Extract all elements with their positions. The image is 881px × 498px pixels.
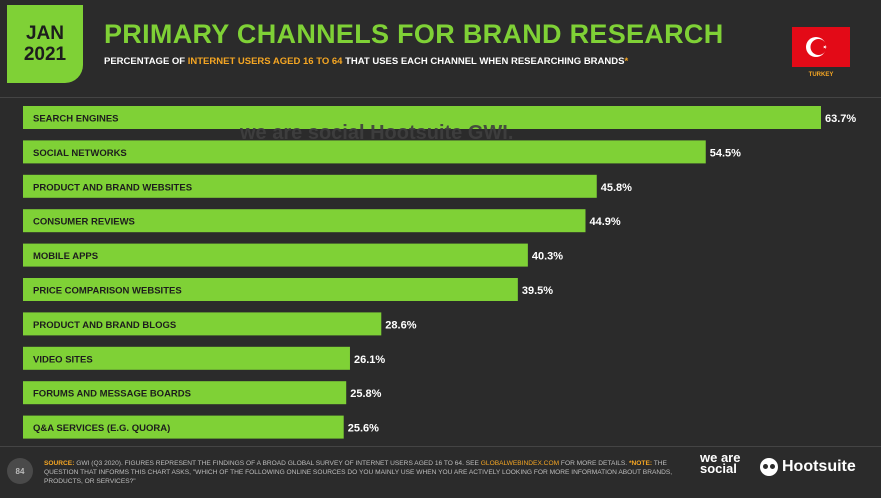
source-end: FOR MORE DETAILS. [559,460,628,467]
category-label: PRODUCT AND BRAND WEBSITES [33,182,192,193]
value-label: 26.1% [354,354,385,366]
chart-area: SEARCH ENGINES 63.7% SOCIAL NETWORKS 54.5% P… [0,97,881,447]
category-label: PRICE COMPARISON WEBSITES [33,286,182,297]
value-label: 39.5% [522,285,553,297]
note-label: *NOTE: [628,460,653,467]
we-are-social-logo: we are social [700,450,741,476]
date-badge: JAN 2021 [7,5,83,83]
category-label: Q&A SERVICES (E.G. QUORA) [33,423,170,434]
source-link[interactable]: GLOBALWEBINDEX.COM [480,460,560,467]
bar [23,140,706,164]
source-label: SOURCE: [44,460,75,467]
bar [23,106,821,129]
value-label: 63.7% [825,113,856,125]
bar [23,312,382,336]
subtitle-highlight: INTERNET USERS AGED 16 TO 64 [187,56,343,67]
flag-graphic [792,27,850,67]
watermark: we are social Hootsuite GWI. [240,122,514,144]
date-month: JAN [25,23,64,44]
bar [23,278,518,301]
value-label: 44.9% [589,216,620,228]
source-text: GWI (Q3 2020). FIGURES REPRESENT THE FIN… [74,460,481,467]
owl-icon [760,458,778,476]
hootsuite-logo: Hootsuite [760,458,856,476]
subtitle: PERCENTAGE OF INTERNET USERS AGED 16 TO … [104,56,628,67]
category-label: SOCIAL NETWORKS [33,148,127,159]
bar [23,381,347,405]
category-label: VIDEO SITES [33,354,93,365]
note-text: THE QUESTION THAT INFORMS THIS CHART ASK… [44,460,673,485]
value-label: 54.5% [710,147,741,159]
category-label: MOBILE APPS [33,251,98,262]
bar [23,174,597,198]
footer-notes: SOURCE: GWI (Q3 2020). FIGURES REPRESENT… [44,459,684,486]
bar [23,346,350,370]
subtitle-post: THAT USES EACH CHANNEL WHEN RESEARCHING … [342,56,625,67]
page-number: 84 [7,458,33,484]
category-label: SEARCH ENGINES [33,114,119,125]
subtitle-mark: * [624,56,629,67]
value-label: 25.8% [350,388,381,400]
page-title: PRIMARY CHANNELS FOR BRAND RESEARCH [104,19,724,49]
value-label: 25.6% [348,423,379,435]
value-label: 45.8% [601,182,632,194]
country-label: TURKEY [808,72,834,78]
category-label: FORUMS AND MESSAGE BOARDS [33,389,191,400]
category-label: PRODUCT AND BRAND BLOGS [33,320,176,331]
turkey-flag-icon [792,27,850,67]
hootsuite-text: Hootsuite [782,458,856,475]
bar [23,209,586,233]
value-label: 28.6% [385,319,416,331]
category-label: CONSUMER REVIEWS [33,217,135,228]
date-year: 2021 [23,44,67,65]
value-label: 40.3% [532,251,563,263]
bar-chart: SEARCH ENGINES 63.7% SOCIAL NETWORKS 54.5% P… [23,106,856,439]
subtitle-pre: PERCENTAGE OF [104,56,188,67]
bar [23,415,344,439]
bar [23,243,528,267]
